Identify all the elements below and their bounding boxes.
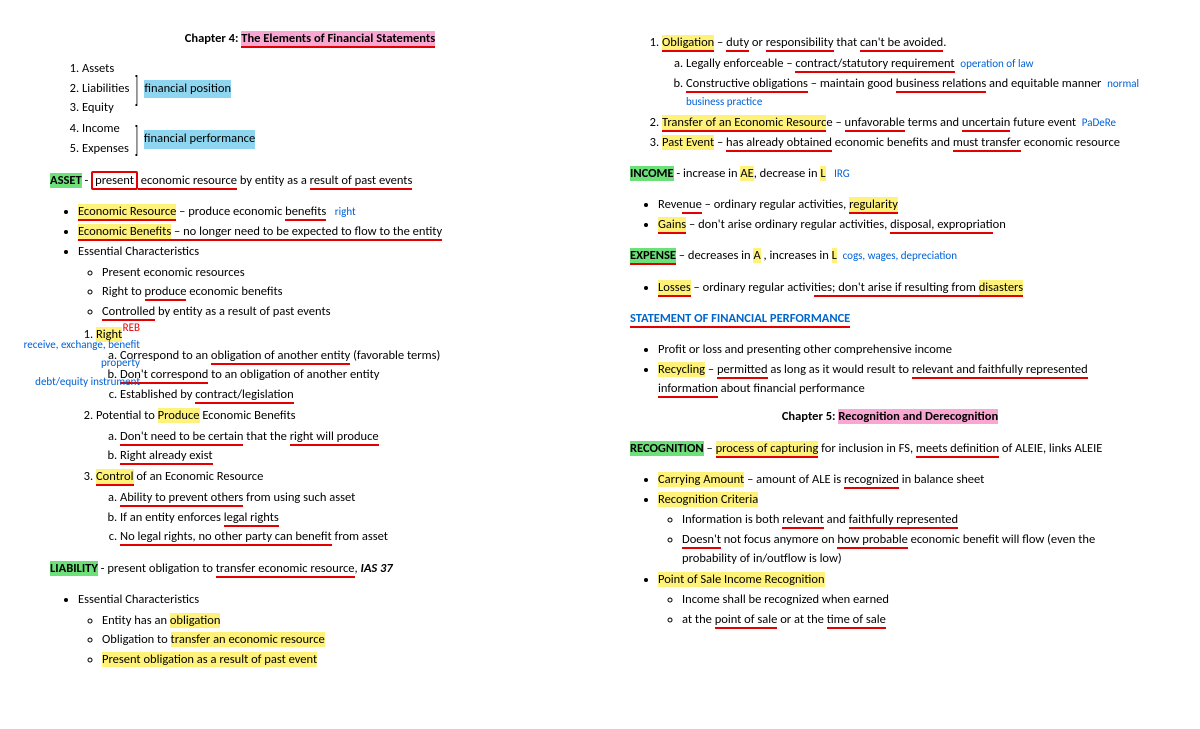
obligation-line: Obligation – duty or responsibility that… [662, 34, 1150, 112]
annot-op-law: operation of law [960, 57, 1033, 70]
el-5: Expenses [82, 140, 129, 159]
control-heading: Control of an Economic Resource Ability … [96, 468, 570, 547]
asset-boxed: present [91, 171, 138, 190]
chapter-4-title: Chapter 4: The Elements of Financial Sta… [50, 30, 570, 49]
recognition-criteria: Recognition Criteria Information is both… [658, 491, 1150, 569]
annot-cogs: cogs, wages, depreciation [843, 249, 957, 262]
point-of-sale: Point of Sale Income Recognition Income … [658, 571, 1150, 630]
transfer-line: Transfer of an Economic Resource – unfav… [662, 114, 1150, 133]
sofp-heading: STATEMENT OF FINANCIAL PERFORMANCE [630, 310, 1150, 329]
past-event-line: Past Event – has already obtained econom… [662, 134, 1150, 153]
elements-list-block-2: Income Expenses ] financial performance [50, 119, 570, 160]
sofp-b1: Profit or loss and presenting other comp… [658, 341, 1150, 360]
bracket-icon-2: ] [135, 132, 138, 146]
liability-definition: LIABILITY - present obligation to transf… [50, 560, 570, 579]
annot-irg: IRG [834, 167, 850, 180]
right-heading: Right Correspond to an obligation of ano… [96, 326, 570, 405]
el-3: Equity [82, 99, 129, 118]
income-definition: INCOME - increase in AE, decrease in L I… [630, 165, 1150, 184]
ch4-title-text: The Elements of Financial Statements [241, 31, 435, 48]
econ-benefits-line: Economic Benefits – no longer need to be… [78, 223, 570, 242]
sofp-b2: Recycling – permitted as long as it woul… [658, 361, 1150, 399]
recognition-definition: RECOGNITION – process of capturing for i… [630, 440, 1150, 459]
asset-label: ASSET [50, 173, 82, 188]
revenue-line: Revenue – ordinary regular activities, r… [658, 196, 1150, 215]
el-4: Income [82, 120, 129, 139]
carrying-amount-line: Carrying Amount – amount of ALE is recog… [658, 471, 1150, 490]
gains-line: Gains – don't arise ordinary regular act… [658, 216, 1150, 235]
asset-definition: ASSET - present economic resource by ent… [50, 172, 570, 191]
fin-performance-label: financial performance [144, 130, 255, 149]
fin-position-label: financial position [144, 80, 231, 99]
econ-resource-line: Economic Resource – produce economic ben… [78, 203, 570, 222]
expense-definition: EXPENSE – decreases in A , increases in … [630, 247, 1150, 266]
el-2: Liabilities [82, 80, 129, 99]
annot-right: right [335, 205, 356, 218]
margin-notes: REB receive, exchange, benefit property … [20, 320, 140, 390]
elements-list-block: Assets Liabilities Equity ] financial po… [50, 59, 570, 119]
potential-heading: Potential to Produce Economic Benefits D… [96, 407, 570, 466]
ess-char-line: Essential Characteristics Present econom… [78, 243, 570, 547]
right-column: Obligation – duty or responsibility that… [630, 30, 1150, 674]
page-root: Chapter 4: The Elements of Financial Sta… [50, 30, 1150, 674]
liab-ess-char: Essential Characteristics Entity has an … [78, 591, 570, 670]
annot-padere: PaDeRe [1082, 116, 1116, 129]
el-1: Assets [82, 60, 129, 79]
ch4-prefix: Chapter 4: [185, 31, 242, 46]
left-column: Chapter 4: The Elements of Financial Sta… [50, 30, 570, 674]
chapter-5-title: Chapter 5: Recognition and Derecognition [630, 408, 1150, 427]
losses-line: Losses – ordinary regular activities; do… [658, 279, 1150, 298]
bracket-icon: ] [135, 82, 138, 96]
